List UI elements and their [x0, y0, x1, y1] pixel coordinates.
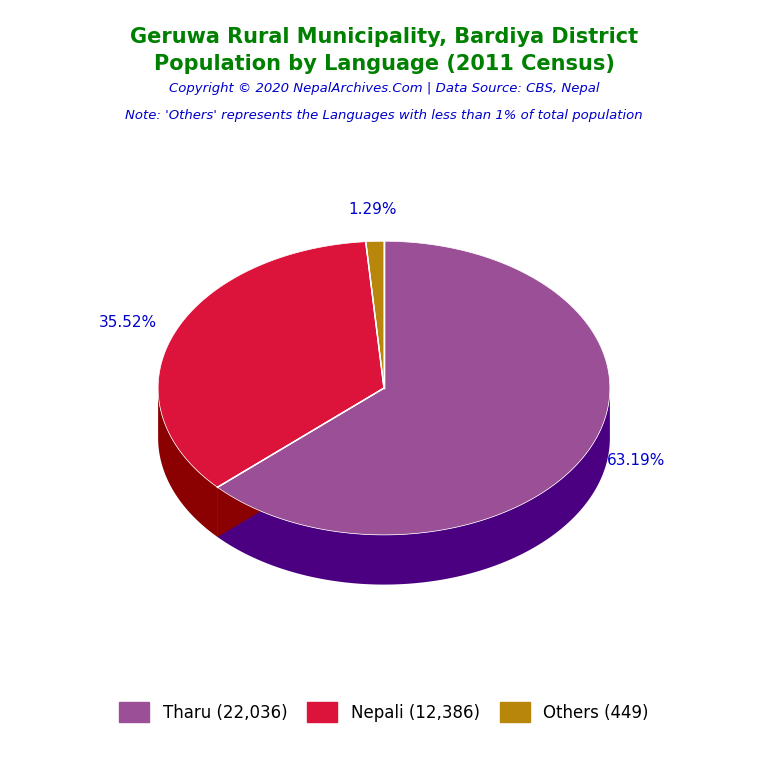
Polygon shape [217, 241, 610, 535]
Text: Note: 'Others' represents the Languages with less than 1% of total population: Note: 'Others' represents the Languages … [125, 109, 643, 122]
Polygon shape [217, 389, 610, 584]
Polygon shape [217, 388, 384, 537]
Text: Population by Language (2011 Census): Population by Language (2011 Census) [154, 54, 614, 74]
Text: 1.29%: 1.29% [349, 201, 397, 217]
Polygon shape [217, 388, 384, 537]
Legend: Tharu (22,036), Nepali (12,386), Others (449): Tharu (22,036), Nepali (12,386), Others … [113, 695, 655, 729]
Text: Copyright © 2020 NepalArchives.Com | Data Source: CBS, Nepal: Copyright © 2020 NepalArchives.Com | Dat… [169, 82, 599, 95]
Polygon shape [158, 388, 217, 537]
Polygon shape [158, 242, 384, 487]
Text: 35.52%: 35.52% [98, 315, 157, 330]
Polygon shape [366, 241, 384, 388]
Text: 63.19%: 63.19% [607, 452, 665, 468]
Text: Geruwa Rural Municipality, Bardiya District: Geruwa Rural Municipality, Bardiya Distr… [130, 27, 638, 47]
